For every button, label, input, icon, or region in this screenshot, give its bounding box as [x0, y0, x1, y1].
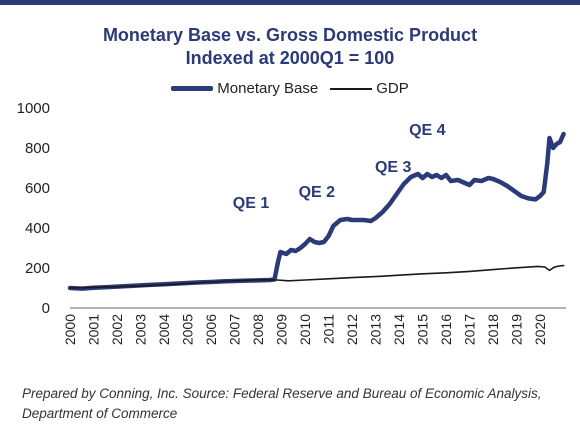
series-line-monetary-base: [67, 131, 566, 291]
x-tick-label: 2015: [415, 314, 431, 345]
x-tick-label: 2011: [321, 314, 337, 344]
x-tick-label: 2004: [156, 314, 172, 345]
x-tick-label: 2001: [86, 314, 102, 345]
series-line-gdp: [69, 264, 565, 289]
x-tick-label: 2019: [509, 314, 525, 345]
x-tick-label: 2002: [109, 314, 125, 345]
annotation-label: QE 3: [375, 159, 412, 176]
legend-item-monetary-base: Monetary Base: [171, 80, 318, 97]
y-tick-label: 1000: [17, 100, 50, 117]
x-tick-label: 2014: [391, 314, 407, 345]
legend-label-monetary-base: Monetary Base: [217, 80, 319, 97]
x-tick-label: 2003: [133, 314, 149, 345]
x-tick-label: 2018: [485, 314, 501, 345]
legend-label-gdp: GDP: [376, 80, 409, 97]
annotation-label: QE 4: [409, 122, 446, 139]
x-tick-label: 2012: [344, 314, 360, 345]
x-tick-label: 2016: [438, 314, 454, 345]
legend-swatch-gdp: [330, 87, 373, 90]
y-tick-label: 0: [42, 300, 50, 317]
source-note: Prepared by Conning, Inc. Source: Federa…: [22, 386, 542, 421]
x-tick-label: 2005: [180, 314, 196, 345]
x-tick-label: 2008: [250, 314, 266, 345]
x-tick-label: 2009: [274, 314, 290, 345]
x-tick-label: 2010: [297, 314, 313, 345]
annotation-label: QE 2: [299, 184, 336, 201]
x-tick-label: 2007: [227, 314, 243, 345]
chart-title: Monetary Base vs. Gross Domestic Product: [102, 25, 478, 45]
chart-subtitle: Indexed at 2000Q1 = 100: [185, 48, 395, 68]
y-tick-label: 600: [25, 180, 50, 197]
x-tick-label: 2000: [62, 314, 78, 345]
y-tick-label: 800: [25, 140, 50, 157]
chart-legend: Monetary Base GDP: [0, 80, 580, 97]
x-tick-label: 2006: [203, 314, 219, 345]
legend-item-gdp: GDP: [330, 80, 409, 97]
x-tick-label: 2020: [532, 314, 548, 345]
top-rule: [0, 0, 580, 5]
y-tick-label: 400: [25, 220, 50, 237]
x-tick-label: 2017: [462, 314, 478, 345]
annotation-label: QE 1: [233, 195, 270, 212]
x-tick-label: 2013: [368, 314, 384, 345]
legend-swatch-monetary-base: [171, 86, 214, 91]
y-tick-label: 200: [25, 260, 50, 277]
